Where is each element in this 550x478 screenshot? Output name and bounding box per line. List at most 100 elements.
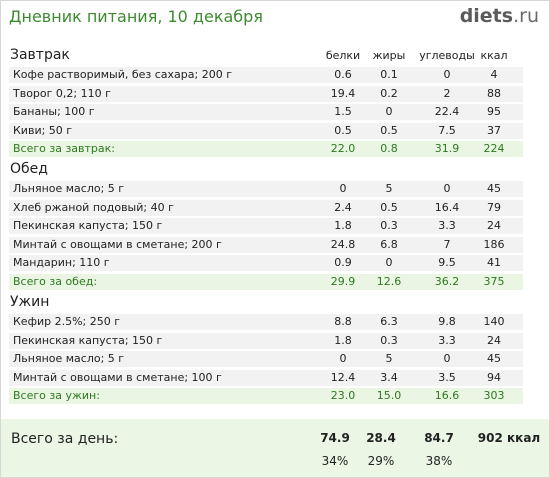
food-name: Киви; 50 г bbox=[13, 124, 73, 137]
food-name: Хлеб ржаной подовый; 40 г bbox=[13, 201, 174, 214]
food-row[interactable]: Минтай с овощами в сметане; 200 г 24.8 6.8… bbox=[9, 237, 523, 253]
value-protein: 1.8 bbox=[334, 219, 352, 232]
food-row[interactable]: Хлеб ржаной подовый; 40 г 2.4 0.5 16.4 79 bbox=[9, 200, 523, 216]
day-percent-carbs: 38% bbox=[425, 454, 453, 468]
value-protein: 2.4 bbox=[334, 201, 352, 214]
food-row[interactable]: Льняное масло; 5 г 0 5 0 45 bbox=[9, 181, 523, 197]
value-carbs: 16.6 bbox=[434, 389, 460, 402]
day-total-protein: 74.9 bbox=[320, 431, 350, 445]
value-carbs: 9.5 bbox=[438, 256, 456, 269]
value-kcal: 88 bbox=[487, 87, 501, 100]
value-fat: 6.8 bbox=[380, 238, 398, 251]
food-row[interactable]: Киви; 50 г 0.5 0.5 7.5 37 bbox=[9, 123, 523, 139]
food-row[interactable]: Кефир 2.5%; 250 г 8.8 6.3 9.8 140 bbox=[9, 314, 523, 330]
column-header-carbs: углеводы bbox=[419, 49, 475, 62]
food-name: Пекинская капуста; 150 г bbox=[13, 334, 163, 347]
section-title: Ужин bbox=[10, 294, 50, 310]
header: Дневник питания, 10 декабря diets.ru bbox=[1, 1, 549, 35]
column-header-fat: жиры bbox=[372, 49, 406, 62]
column-header-protein: белки bbox=[325, 49, 361, 62]
site-logo[interactable]: diets.ru bbox=[460, 5, 539, 27]
value-carbs: 7 bbox=[443, 238, 451, 251]
value-fat: 5 bbox=[385, 352, 393, 365]
value-kcal: 37 bbox=[487, 124, 501, 137]
value-carbs: 22.4 bbox=[434, 105, 460, 118]
value-fat: 0.5 bbox=[380, 201, 398, 214]
value-kcal: 45 bbox=[487, 182, 501, 195]
value-fat: 5 bbox=[385, 182, 393, 195]
food-row[interactable]: Кофе растворимый, без сахара; 200 г 0.6 0.… bbox=[9, 67, 523, 83]
value-carbs: 0 bbox=[443, 352, 451, 365]
value-fat: 0 bbox=[385, 105, 393, 118]
food-row[interactable]: Пекинская капуста; 150 г 1.8 0.3 3.3 24 bbox=[9, 333, 523, 349]
value-kcal: 4 bbox=[490, 68, 498, 81]
value-kcal: 41 bbox=[487, 256, 501, 269]
section-title: Обед bbox=[10, 161, 48, 177]
food-row[interactable]: Творог 0,2; 110 г 19.4 0.2 2 88 bbox=[9, 86, 523, 102]
day-percent-fat: 29% bbox=[367, 454, 395, 468]
food-name: Мандарин; 110 г bbox=[13, 256, 110, 269]
value-carbs: 0 bbox=[443, 68, 451, 81]
value-protein: 22.0 bbox=[330, 142, 356, 155]
value-carbs: 3.3 bbox=[438, 334, 456, 347]
value-protein: 8.8 bbox=[334, 315, 352, 328]
value-fat: 0.3 bbox=[380, 334, 398, 347]
food-name: Творог 0,2; 110 г bbox=[13, 87, 111, 100]
section-total-row: Всего за завтрак: 22.0 0.8 31.9 224 bbox=[9, 141, 523, 157]
value-kcal: 186 bbox=[483, 238, 505, 251]
value-fat: 0 bbox=[385, 256, 393, 269]
value-fat: 3.4 bbox=[380, 371, 398, 384]
value-kcal: 24 bbox=[487, 219, 501, 232]
logo-suffix: .ru bbox=[513, 5, 539, 27]
section-total-label: Всего за завтрак: bbox=[13, 142, 116, 155]
value-fat: 0.1 bbox=[380, 68, 398, 81]
food-name: Бананы; 100 г bbox=[13, 105, 95, 118]
page-title: Дневник питания, 10 декабря bbox=[9, 7, 263, 26]
value-kcal: 375 bbox=[483, 275, 505, 288]
value-kcal: 79 bbox=[487, 201, 501, 214]
value-carbs: 7.5 bbox=[438, 124, 456, 137]
section-total-label: Всего за обед: bbox=[13, 275, 98, 288]
value-fat: 12.6 bbox=[376, 275, 402, 288]
value-protein: 0.6 bbox=[334, 68, 352, 81]
value-kcal: 95 bbox=[487, 105, 501, 118]
value-kcal: 224 bbox=[483, 142, 505, 155]
column-header-kcal: ккал bbox=[480, 49, 508, 62]
value-fat: 6.3 bbox=[380, 315, 398, 328]
day-total-fat: 28.4 bbox=[366, 431, 396, 445]
value-carbs: 9.8 bbox=[438, 315, 456, 328]
value-carbs: 31.9 bbox=[434, 142, 460, 155]
value-carbs: 2 bbox=[443, 87, 451, 100]
food-row[interactable]: Минтай с овощами в сметане; 100 г 12.4 3.4… bbox=[9, 370, 523, 386]
value-kcal: 24 bbox=[487, 334, 501, 347]
food-row[interactable]: Мандарин; 110 г 0.9 0 9.5 41 bbox=[9, 255, 523, 271]
value-carbs: 36.2 bbox=[434, 275, 460, 288]
food-row[interactable]: Пекинская капуста; 150 г 1.8 0.3 3.3 24 bbox=[9, 218, 523, 234]
value-kcal: 303 bbox=[483, 389, 505, 402]
value-carbs: 3.5 bbox=[438, 371, 456, 384]
day-total: Всего за день: 74.9 28.4 84.7 902 ккал 3… bbox=[1, 419, 549, 477]
food-name: Кофе растворимый, без сахара; 200 г bbox=[13, 68, 232, 81]
value-protein: 24.8 bbox=[330, 238, 356, 251]
day-total-label: Всего за день: bbox=[11, 431, 119, 447]
value-fat: 0.8 bbox=[380, 142, 398, 155]
section-title: Завтрак bbox=[10, 47, 70, 63]
value-fat: 0.5 bbox=[380, 124, 398, 137]
value-protein: 29.9 bbox=[330, 275, 356, 288]
value-fat: 15.0 bbox=[376, 389, 402, 402]
food-row[interactable]: Бананы; 100 г 1.5 0 22.4 95 bbox=[9, 104, 523, 120]
value-protein: 0 bbox=[339, 352, 347, 365]
food-name: Пекинская капуста; 150 г bbox=[13, 219, 163, 232]
value-kcal: 45 bbox=[487, 352, 501, 365]
food-name: Минтай с овощами в сметане; 200 г bbox=[13, 238, 222, 251]
food-name: Кефир 2.5%; 250 г bbox=[13, 315, 121, 328]
day-percent-protein: 34% bbox=[321, 454, 349, 468]
value-protein: 12.4 bbox=[330, 371, 356, 384]
section-total-label: Всего за ужин: bbox=[13, 389, 100, 402]
value-protein: 0.9 bbox=[334, 256, 352, 269]
food-name: Минтай с овощами в сметане; 100 г bbox=[13, 371, 222, 384]
food-row[interactable]: Льняное масло; 5 г 0 5 0 45 bbox=[9, 351, 523, 367]
value-kcal: 94 bbox=[487, 371, 501, 384]
food-name: Льняное масло; 5 г bbox=[13, 182, 125, 195]
